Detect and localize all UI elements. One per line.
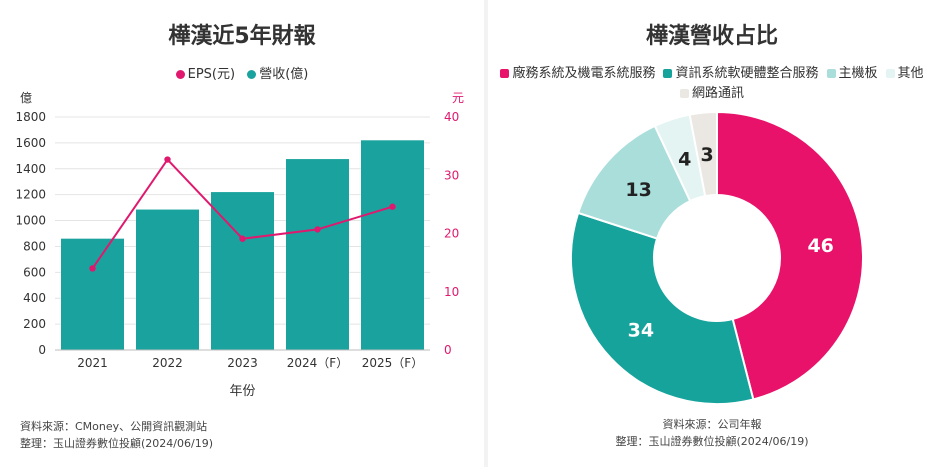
eps-point — [239, 235, 246, 242]
right-chart-title: 樺漢營收占比 — [645, 24, 778, 49]
pie-legend-item: 資訊系統軟硬體整合服務 — [663, 64, 819, 84]
left-chart-title: 樺漢近5年財報 — [168, 24, 316, 49]
pie-legend-item: 主機板 — [826, 64, 878, 84]
revenue-bar — [136, 209, 199, 350]
left-chart-legend: EPS(元) 營收(億) — [0, 63, 484, 82]
legend-item-revenue: 營收(億) — [247, 63, 308, 82]
y-tick-label: 400 — [23, 291, 46, 305]
x-tick-label: 2023 — [227, 356, 258, 370]
y-tick-label: 200 — [23, 317, 46, 331]
revenue-bar — [361, 140, 424, 350]
y-axis-unit: 億 — [20, 91, 32, 105]
y-tick-label: 1000 — [15, 214, 46, 228]
right-chart-notes: 資料來源：公司年報 整理：玉山證券數位投顧(2024/06/19) — [488, 416, 936, 450]
donut-slice — [688, 110, 718, 198]
y-tick-label: 1600 — [15, 136, 46, 150]
revenue-eps-panel: 樺漢近5年財報 EPS(元) 營收(億) 0 200 400 600 800 1000 12… — [0, 0, 484, 467]
x-tick-label: 2025（F） — [362, 356, 423, 370]
y-tick-label: 1400 — [15, 162, 46, 176]
pie-legend-label: 主機板 — [838, 66, 878, 81]
revenue-share-panel: 樺漢營收占比 廠務系統及機電系統服務 資訊系統軟硬體整合服務 主機板 其他網路通訊 4… — [488, 0, 936, 467]
pie-legend-label: 資訊系統軟硬體整合服務 — [675, 66, 819, 81]
revenue-share-donut: 46 34 13 4 3 — [570, 110, 864, 405]
pie-legend-item: 其他 — [885, 64, 924, 84]
pie-legend-label: 廠務系統及機電系統服務 — [512, 66, 656, 81]
right-chart-compiler: 整理：玉山證券數位投顧(2024/06/19) — [615, 435, 809, 448]
legend-label-eps: EPS(元) — [187, 67, 236, 82]
left-chart-source: 資料來源：CMoney、公開資訊觀測站 — [20, 420, 208, 433]
donut-slice-label: 4 — [678, 149, 691, 171]
y-tick-label: 0 — [38, 343, 46, 357]
y-tick-label: 600 — [23, 265, 46, 279]
revenue-bar — [286, 159, 349, 350]
y-right-tick-label: 0 — [444, 343, 452, 357]
y-tick-label: 800 — [23, 239, 46, 253]
y-tick-label: 1800 — [15, 110, 46, 124]
eps-point — [389, 203, 396, 210]
y-right-tick-label: 40 — [444, 110, 459, 124]
eps-point — [164, 156, 171, 163]
revenue-legend-marker — [247, 70, 257, 79]
x-axis-title: 年份 — [229, 384, 255, 399]
pie-legend-label: 網路通訊 — [691, 86, 744, 101]
pie-legend-swatch — [826, 69, 836, 78]
revenue-bar — [61, 238, 124, 350]
right-chart-source: 資料來源：公司年報 — [662, 418, 762, 431]
x-tick-label: 2021 — [77, 356, 108, 370]
donut-slice — [716, 110, 864, 401]
pie-legend-item: 網路通訊 — [679, 84, 744, 104]
y-right-tick-label: 20 — [444, 227, 459, 241]
y-tick-label: 1200 — [15, 188, 46, 202]
donut-slice-label: 46 — [807, 235, 833, 257]
pie-legend-swatch — [663, 69, 673, 78]
x-tick-label: 2024（F） — [287, 356, 348, 370]
y-right-tick-label: 30 — [444, 168, 459, 182]
pie-legend-swatch — [679, 89, 689, 98]
donut-slice-label: 3 — [701, 144, 714, 166]
left-chart-compiler: 整理：玉山證券數位投顧(2024/06/19) — [20, 437, 213, 450]
eps-point — [314, 226, 321, 233]
pie-legend-item: 廠務系統及機電系統服務 — [500, 64, 655, 84]
revenue-eps-chart: 0 200 400 600 800 1000 1200 1400 1600 1800 0 10 20 30… — [15, 91, 464, 399]
y-right-tick-label: 10 — [444, 285, 459, 299]
x-tick-label: 2022 — [152, 356, 183, 370]
revenue-bar — [211, 192, 274, 350]
donut-slice-label: 13 — [625, 179, 651, 201]
eps-legend-marker — [175, 70, 185, 79]
pie-legend: 廠務系統及機電系統服務 資訊系統軟硬體整合服務 主機板 其他網路通訊 — [494, 64, 930, 104]
legend-item-eps: EPS(元) — [175, 63, 236, 82]
pie-legend-swatch — [885, 69, 895, 78]
donut-slice-label: 34 — [628, 320, 654, 342]
pie-legend-swatch — [500, 69, 510, 78]
y-right-axis-unit: 元 — [452, 91, 464, 105]
pie-legend-label: 其他 — [897, 66, 924, 81]
left-chart-notes: 資料來源：CMoney、公開資訊觀測站 整理：玉山證券數位投顧(2024/06/… — [20, 418, 213, 452]
eps-point — [89, 265, 96, 272]
donut-slice — [570, 211, 755, 405]
legend-label-revenue: 營收(億) — [259, 67, 309, 82]
